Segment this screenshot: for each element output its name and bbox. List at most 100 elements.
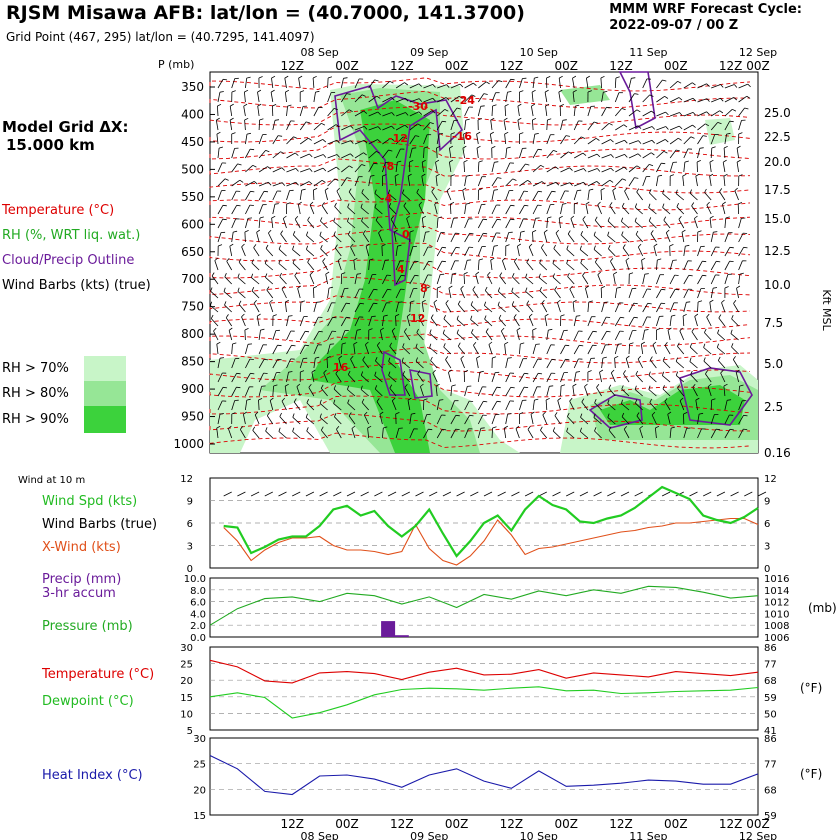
wind-barb: [634, 389, 643, 397]
wind-barb: [271, 218, 274, 229]
bottom-time-tick-label: 12Z: [719, 817, 743, 831]
wind-barb-flag: [442, 329, 445, 334]
wind-barb: [464, 120, 467, 131]
wind-barb: [308, 387, 315, 397]
wind-barb: [517, 106, 520, 117]
wind-barb: [395, 275, 402, 285]
wind-barb: [436, 261, 443, 271]
wind-barb-flag: [442, 246, 447, 249]
legend-xwind: X-Wind (kts): [42, 540, 121, 555]
wind-barb-flag: [716, 343, 719, 348]
precip-tick: 2.0: [190, 621, 206, 632]
wind-barb: [436, 429, 443, 439]
wind-barb-flag: [300, 300, 305, 303]
wind-barb: [393, 232, 397, 243]
wind-barb: [403, 331, 411, 341]
wind-barb: [409, 148, 413, 159]
wind-barb-flag: [287, 104, 292, 107]
wind-barb: [505, 148, 508, 159]
wind-barb: [519, 218, 524, 229]
wind-barb: [628, 288, 633, 299]
pressure-tick-label: 700: [181, 272, 204, 286]
wind-barb: [683, 148, 689, 159]
wind-barb: [519, 358, 524, 369]
wind-barb-flag: [689, 189, 692, 194]
wind-barb: [683, 112, 694, 117]
wind-barb: [436, 414, 442, 425]
wind-barb: [256, 232, 260, 243]
wind-barb: [499, 275, 507, 285]
wind-barb: [298, 78, 301, 89]
wind-barb: [689, 192, 698, 201]
wind-barb: [464, 260, 468, 271]
wind-barb-flag: [497, 301, 500, 306]
wind-barb: [306, 235, 315, 243]
wind-barb: [238, 304, 246, 313]
wind-barb-flag: [218, 244, 223, 247]
wind-barb-flag: [225, 314, 229, 318]
wind-barb-flag: [373, 302, 378, 305]
wind-barb-flag: [621, 385, 624, 390]
wind-barb: [580, 262, 589, 271]
wind-barb-flag: [428, 260, 433, 263]
wind-barb: [634, 221, 643, 229]
wind-barb: [368, 289, 374, 299]
wind-barb: [409, 414, 412, 425]
wind-barb-flag: [639, 425, 644, 429]
wind-barb: [717, 347, 726, 355]
wind-barb: [391, 400, 397, 411]
kft-tick-label: 25.0: [764, 106, 791, 120]
temp-right-tick: 68: [764, 676, 777, 687]
wind-barb-flag: [596, 153, 601, 158]
wind-barb-flag: [569, 285, 573, 290]
wind-barb-flag: [570, 215, 575, 219]
wind-barb-flag: [414, 260, 419, 263]
wind-barb: [409, 275, 416, 285]
wind-barb: [690, 374, 698, 383]
wind-barb-flag: [709, 299, 714, 303]
wind-barb-flag: [621, 202, 625, 207]
wind-barb: [710, 232, 714, 243]
wind-barb: [601, 154, 612, 159]
wind-barb-flag: [359, 302, 365, 305]
wind-barb-flag: [265, 244, 269, 249]
wind-barb: [354, 110, 364, 117]
wind-barb: [457, 304, 465, 313]
wind-barb-flag: [456, 329, 459, 334]
wind-barb-flag: [350, 125, 354, 129]
wind-barb: [601, 302, 605, 313]
wind-barb-flag: [705, 123, 709, 127]
wind-barb: [333, 235, 342, 243]
wind-barb: [532, 386, 538, 397]
wind-barb: [519, 205, 525, 215]
wind-barb-flag: [259, 118, 264, 121]
wind-barb-flag: [703, 343, 706, 348]
wind-barb: [228, 330, 233, 341]
wind-barb-flag: [457, 342, 461, 347]
wind-barb: [407, 400, 411, 411]
wind-barb: [423, 122, 431, 131]
wind-barb-flag: [285, 299, 289, 303]
wind-barb: [532, 400, 535, 411]
wind-barb: [325, 274, 328, 285]
wind-barb: [697, 414, 700, 425]
wind-barb-flag: [389, 384, 393, 389]
wind-barb: [594, 261, 602, 271]
wind-barb-flag: [665, 126, 669, 130]
wind-barb: [497, 305, 506, 313]
wind-barb: [231, 232, 234, 243]
wind-barb: [286, 168, 296, 173]
wind-barb: [272, 345, 278, 355]
wind-barb: [362, 359, 370, 369]
wind-barb: [477, 428, 482, 439]
wind-barb: [678, 219, 685, 229]
wind-barb-flag: [362, 356, 366, 361]
wind-barb: [431, 191, 438, 201]
wind-barb: [656, 259, 658, 271]
wind-barb-flag: [718, 314, 722, 319]
wind-barb-flag: [321, 179, 326, 183]
wind-barb: [525, 291, 534, 299]
wind-right-tick: 9: [764, 497, 770, 508]
surface-wind-barb: [689, 491, 698, 497]
wind-barb-flag: [293, 398, 297, 403]
